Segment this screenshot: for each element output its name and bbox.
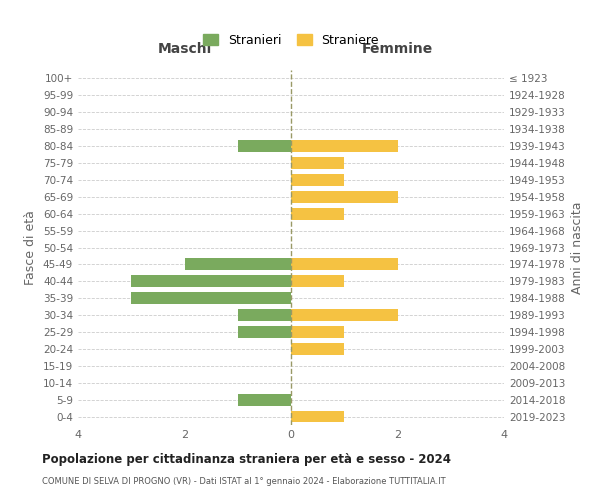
Bar — [291, 343, 344, 355]
Y-axis label: Anni di nascita: Anni di nascita — [571, 201, 584, 294]
Bar — [291, 174, 344, 186]
Text: Popolazione per cittadinanza straniera per età e sesso - 2024: Popolazione per cittadinanza straniera p… — [42, 452, 451, 466]
Y-axis label: Fasce di età: Fasce di età — [25, 210, 37, 285]
Bar — [291, 326, 344, 338]
Bar — [291, 191, 398, 202]
Bar — [185, 258, 291, 270]
Legend: Stranieri, Straniere: Stranieri, Straniere — [199, 30, 383, 50]
Bar — [238, 140, 291, 152]
Bar — [291, 208, 344, 220]
Bar — [131, 276, 291, 287]
Bar — [291, 309, 398, 321]
Text: Maschi: Maschi — [157, 42, 212, 56]
Bar — [131, 292, 291, 304]
Bar — [291, 276, 344, 287]
Bar — [291, 140, 398, 152]
Bar — [238, 394, 291, 406]
Bar — [291, 258, 398, 270]
Text: COMUNE DI SELVA DI PROGNO (VR) - Dati ISTAT al 1° gennaio 2024 - Elaborazione TU: COMUNE DI SELVA DI PROGNO (VR) - Dati IS… — [42, 478, 446, 486]
Bar — [291, 410, 344, 422]
Bar — [291, 157, 344, 169]
Text: Femmine: Femmine — [362, 42, 433, 56]
Bar — [238, 309, 291, 321]
Bar — [238, 326, 291, 338]
